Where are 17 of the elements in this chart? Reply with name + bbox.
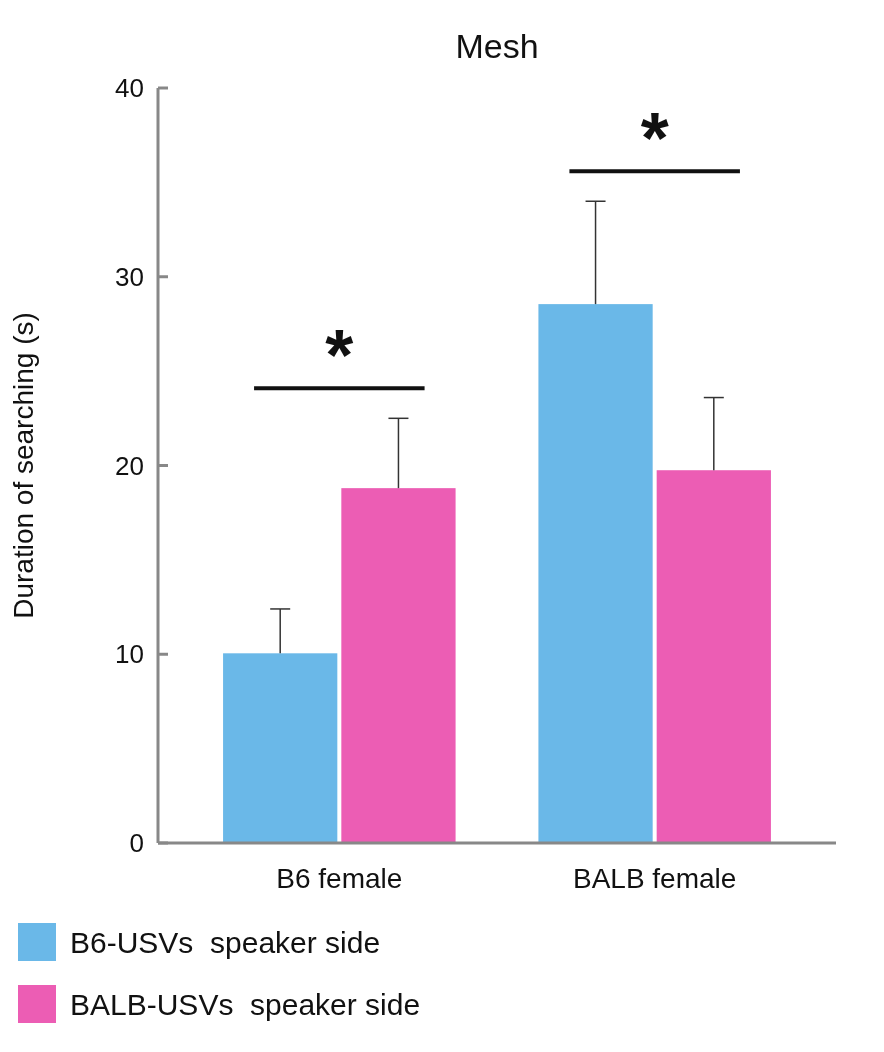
chart-title: Mesh xyxy=(455,27,539,65)
y-tick-label: 20 xyxy=(115,450,144,481)
x-tick-label: BALB female xyxy=(572,863,737,894)
x-tick-label: B6 female xyxy=(276,863,403,894)
bar xyxy=(341,488,456,843)
y-axis-title: Duration of searching (s) xyxy=(8,312,39,619)
y-tick-label: 0 xyxy=(129,828,144,859)
bar xyxy=(223,653,338,843)
y-tick-label: 10 xyxy=(115,639,144,670)
legend-label: B6-USVs speaker side xyxy=(70,926,381,959)
annotation: * xyxy=(325,315,354,396)
annotation: * xyxy=(640,98,669,179)
y-tick-label: 40 xyxy=(115,73,144,104)
bar xyxy=(538,304,653,843)
y-tick-label: 30 xyxy=(115,261,144,292)
bar xyxy=(656,470,771,843)
legend-label: BALB-USVs speaker side xyxy=(70,988,421,1021)
